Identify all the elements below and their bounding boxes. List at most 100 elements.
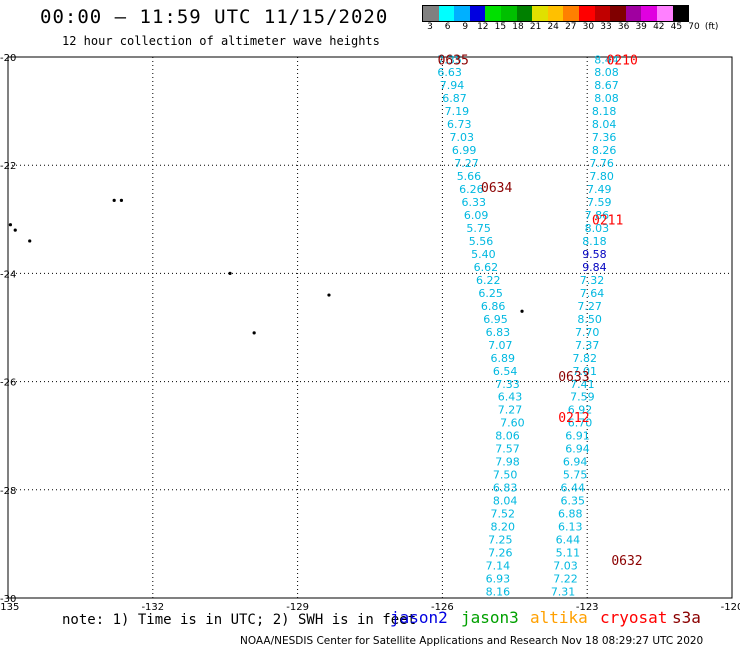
swh-value: 9.84 [582, 261, 607, 274]
swh-value: 5.66 [457, 170, 482, 183]
swh-value: 6.83 [486, 326, 511, 339]
swh-value: 7.01 [573, 365, 598, 378]
legend-label: 24 [547, 22, 559, 32]
legend-label: 15 [494, 22, 507, 32]
swh-value: 6.94 [563, 456, 588, 469]
legend-label: (ft) [704, 22, 719, 32]
legend-swatch [516, 6, 533, 21]
swh-value: 5.56 [469, 235, 494, 248]
island-dot [13, 228, 17, 232]
swh-value: 7.49 [587, 183, 612, 196]
swh-value: 8.67 [594, 79, 619, 92]
swh-value: 7.25 [488, 534, 513, 547]
swh-value: 7.52 [490, 508, 515, 521]
legend-swatch [672, 6, 689, 21]
x-tick-label: -126 [431, 602, 454, 613]
swh-value: 5.11 [556, 547, 581, 560]
pass-time-label: 0212 [558, 411, 589, 426]
legend-swatch [485, 6, 501, 21]
x-tick-label: -123 [576, 602, 599, 613]
swh-value: 7.59 [570, 391, 595, 404]
legend-swatch [423, 6, 439, 21]
x-tick-label: -120 [721, 602, 740, 613]
swh-value: 7.64 [580, 287, 605, 300]
island-dot [8, 223, 13, 227]
pass-time-label: 0633 [558, 370, 589, 385]
swh-value: 8.16 [486, 586, 511, 599]
swh-value: 8.44 [594, 54, 619, 67]
island-dot [28, 239, 32, 243]
swh-value: 7.32 [580, 274, 605, 287]
satellite-legend-cryosat: cryosat [600, 608, 668, 627]
swh-value: 7.94 [440, 79, 465, 92]
swh-value: 7.22 [553, 573, 578, 586]
swh-value: 7.50 [493, 469, 518, 482]
legend-label: 33 [600, 22, 612, 32]
island-dot [252, 331, 256, 335]
swh-value: 5.40 [471, 248, 496, 261]
legend-swatch [656, 6, 673, 21]
swh-value: 8.08 [594, 92, 619, 105]
swh-value: 8.06 [495, 430, 520, 443]
page-subtitle: 12 hour collection of altimeter wave hei… [62, 34, 380, 48]
y-tick-label: -22 [0, 161, 16, 172]
swh-value: 7.98 [495, 456, 520, 469]
swh-value: 6.09 [464, 209, 489, 222]
satellite-legend-altika: altika [530, 608, 588, 627]
legend-swatch [594, 6, 611, 21]
island-dot [119, 198, 124, 202]
swh-value: 6.89 [490, 352, 515, 365]
y-tick-label: -30 [0, 594, 16, 605]
satellite-legend-jason2: jason2 [390, 608, 448, 627]
swh-value: 6.44 [556, 534, 581, 547]
island-dot [327, 293, 331, 297]
swh-value: 6.87 [442, 92, 467, 105]
swh-value: 9.58 [582, 248, 607, 261]
legend-swatch [438, 6, 455, 21]
color-scale-legend [422, 5, 690, 22]
page-title: 00:00 — 11:59 UTC 11/15/2020 [40, 6, 389, 28]
swh-value: 6.44 [560, 482, 585, 495]
swh-value: 7.07 [488, 339, 513, 352]
legend-swatch [532, 6, 548, 21]
swh-value: 6.88 [558, 508, 583, 521]
legend-label: 27 [565, 22, 577, 32]
swh-value: 6.99 [452, 144, 477, 157]
swh-value: 7.26 [488, 547, 513, 560]
swh-value: 6.70 [568, 417, 593, 430]
swh-value: 7.27 [454, 157, 479, 170]
swh-value: 7.35 [437, 54, 462, 67]
legend-label: 45 [670, 22, 683, 32]
swh-value: 7.36 [592, 131, 617, 144]
swh-value: 6.95 [483, 313, 508, 326]
swh-value: 6.22 [476, 274, 501, 287]
swh-value: 8.18 [592, 105, 617, 118]
x-tick-label: -132 [141, 602, 164, 613]
legend-label: 36 [617, 22, 630, 32]
swh-value: 7.82 [573, 352, 598, 365]
swh-value: 8.26 [592, 144, 617, 157]
legend-label: 9 [462, 22, 469, 32]
island-dot [112, 198, 116, 202]
swh-value: 7.27 [498, 404, 523, 417]
swh-value: 6.73 [447, 118, 472, 131]
swh-value: 6.62 [474, 261, 499, 274]
x-tick-label: -129 [286, 602, 309, 613]
swh-value: 7.19 [445, 105, 470, 118]
swh-value: 7.27 [577, 300, 602, 313]
legend-swatch [625, 6, 642, 21]
legend-swatch [563, 6, 579, 21]
swh-value: 6.83 [493, 482, 518, 495]
swh-value: 6.91 [565, 430, 590, 443]
swh-value: 7.57 [495, 443, 520, 456]
swh-value: 7.76 [589, 157, 614, 170]
legend-label: 70 [688, 22, 700, 32]
footer-credit: NOAA/NESDIS Center for Satellite Applica… [240, 635, 704, 647]
swh-value: 7.80 [589, 170, 614, 183]
swh-value: 7.86 [585, 209, 610, 222]
y-tick-label: -28 [0, 486, 16, 497]
legend-label: 21 [529, 22, 542, 32]
x-tick-label: -135 [0, 602, 19, 613]
y-tick-label: -26 [0, 378, 16, 389]
legend-swatch [547, 6, 564, 21]
